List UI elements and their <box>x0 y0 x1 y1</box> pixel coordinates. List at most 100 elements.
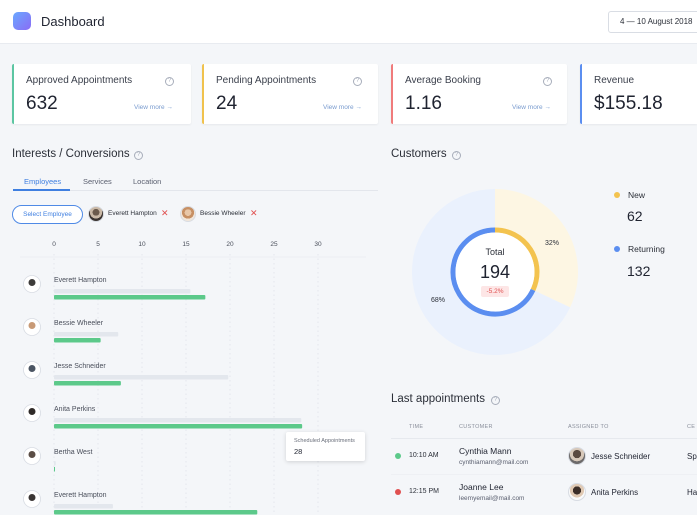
bar-category-label: Bertha West <box>54 449 92 456</box>
tab-employees[interactable]: Employees <box>24 177 62 186</box>
card-accent-bar <box>391 64 393 124</box>
column-header-customer: CUSTOMER <box>459 424 493 430</box>
interests-title: Interests / Conversions <box>12 148 130 160</box>
avatar-head <box>28 365 36 372</box>
card-accent-bar <box>202 64 204 124</box>
bar-value[interactable] <box>54 338 101 343</box>
avatar-head <box>28 408 36 415</box>
donut-center <box>455 232 535 312</box>
bar-background[interactable] <box>54 504 113 509</box>
card-value: 1.16 <box>405 93 442 114</box>
bar-category-label: Everett Hampton <box>54 277 107 284</box>
bar-background[interactable] <box>54 289 191 294</box>
legend-value-new: 62 <box>627 208 643 224</box>
table-row[interactable]: 12:15 PM Joanne Lee leemyemail@mail.com … <box>391 475 697 511</box>
legend-value-returning: 132 <box>627 263 651 279</box>
extra-cell: Sp <box>687 452 697 461</box>
bar-background[interactable] <box>54 375 229 380</box>
card-average-booking: Average Booking ? 1.16 View more → <box>391 64 567 124</box>
tab-services[interactable]: Services <box>83 177 112 186</box>
card-value: 24 <box>216 93 238 114</box>
help-icon[interactable]: ? <box>491 396 500 405</box>
select-employee-button[interactable]: Select Employee <box>12 205 83 224</box>
x-tick-label: 5 <box>96 241 100 248</box>
view-more-link[interactable]: View more → <box>134 104 173 111</box>
bar-row[interactable]: Jesse Schneider <box>23 361 229 386</box>
card-label: Approved Appointments <box>26 75 133 86</box>
avatar-head <box>28 494 36 501</box>
avatar <box>88 206 104 222</box>
bar-row[interactable]: Everett Hampton <box>23 490 258 515</box>
legend-dot-new <box>614 192 620 198</box>
avatar-head <box>28 451 36 458</box>
x-tick-label: 20 <box>226 241 234 248</box>
x-tick-label: 30 <box>314 241 322 248</box>
donut-ring-segment[interactable] <box>494 227 540 291</box>
card-value: $155.18 <box>594 93 663 114</box>
help-icon[interactable]: ? <box>353 77 362 86</box>
bar-value[interactable] <box>54 424 303 429</box>
status-dot <box>395 453 401 459</box>
help-icon[interactable]: ? <box>543 77 552 86</box>
returning-percent-label: 68% <box>431 297 446 304</box>
active-tab-indicator <box>13 189 70 191</box>
legend-label-returning: Returning <box>628 244 665 254</box>
new-percent-label: 32% <box>545 240 560 247</box>
bar-value[interactable] <box>54 381 121 386</box>
status-dot <box>395 489 401 495</box>
customers-donut-chart <box>412 189 578 355</box>
close-icon[interactable]: ✕ <box>250 208 258 218</box>
top-header: Dashboard 4 — 10 August 2018 <box>0 0 697 44</box>
bar-value[interactable] <box>54 510 258 515</box>
donut-delta-badge: -5.2% <box>481 286 509 297</box>
bar-row[interactable]: Bessie Wheeler <box>23 318 119 343</box>
bar-background[interactable] <box>54 461 56 466</box>
view-more-link[interactable]: View more → <box>512 104 551 111</box>
card-approved-appointments: Approved Appointments ? 632 View more → <box>12 64 191 124</box>
view-more-link[interactable]: View more → <box>323 104 362 111</box>
appointments-title: Last appointments <box>391 393 485 405</box>
bar-category-label: Bessie Wheeler <box>54 320 104 327</box>
card-pending-appointments: Pending Appointments ? 24 View more → <box>202 64 378 124</box>
table-header-divider <box>391 438 697 439</box>
help-icon[interactable]: ? <box>452 151 461 160</box>
tooltip-value: 28 <box>294 447 303 456</box>
help-icon[interactable]: ? <box>165 77 174 86</box>
bar-category-label: Anita Perkins <box>54 406 96 413</box>
bar-background[interactable] <box>54 332 119 337</box>
interests-tabs: Employees Services Location <box>13 172 378 191</box>
avatar <box>180 206 196 222</box>
assigned-to-name: Jesse Schneider <box>591 452 651 461</box>
customer-name: Cynthia Mann <box>459 446 512 456</box>
bar-value[interactable] <box>54 467 55 472</box>
avatar-head <box>28 322 36 329</box>
donut-total-label: Total <box>485 247 505 257</box>
card-value: 632 <box>26 93 58 114</box>
card-accent-bar <box>580 64 582 124</box>
bar-row[interactable]: Anita Perkins <box>23 404 303 429</box>
app-logo-icon[interactable] <box>13 12 31 30</box>
appointment-time: 10:10 AM <box>409 452 439 459</box>
table-row[interactable]: 10:10 AM Cynthia Mann cynthiamann@mail.c… <box>391 439 697 475</box>
column-header-assigned: ASSIGNED TO <box>568 424 609 430</box>
x-tick-label: 0 <box>52 241 56 248</box>
card-label: Pending Appointments <box>216 75 317 86</box>
tab-location[interactable]: Location <box>133 177 162 186</box>
bar-background[interactable] <box>54 418 302 423</box>
donut-total-value: 194 <box>479 262 511 282</box>
legend-label-new: New <box>628 190 646 200</box>
card-label: Average Booking <box>405 75 481 86</box>
bar-row[interactable]: Bertha West <box>23 447 93 472</box>
page-title: Dashboard <box>41 14 105 29</box>
appointment-time: 12:15 PM <box>409 488 439 495</box>
interests-bar-chart: 0 5 10 15 20 25 30 Everett Hampton Bessie Wheele… <box>20 241 366 515</box>
bar-category-label: Everett Hampton <box>54 492 107 499</box>
donut-ring-segment[interactable] <box>450 227 536 317</box>
bar-row[interactable]: Everett Hampton <box>23 275 206 300</box>
close-icon[interactable]: ✕ <box>161 208 169 218</box>
bar-value[interactable] <box>54 295 206 300</box>
card-label: Revenue <box>594 75 635 86</box>
help-icon[interactable]: ? <box>134 151 143 160</box>
date-range-picker[interactable]: 4 — 10 August 2018 <box>608 11 697 33</box>
avatar-head <box>28 279 36 286</box>
